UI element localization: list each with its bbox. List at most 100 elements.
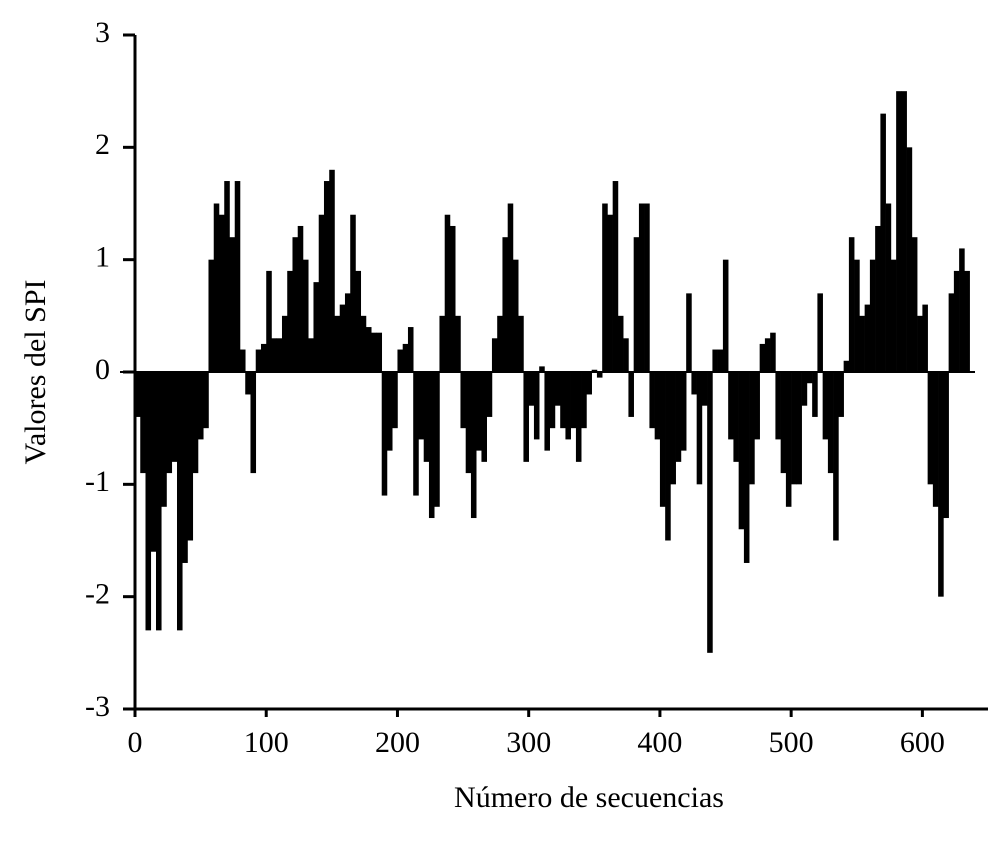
bar [260,343,267,372]
bar [455,315,461,372]
bar [791,372,797,485]
bar [318,214,325,372]
bar [339,304,346,372]
x-tick-label: 100 [244,726,289,759]
bar [675,372,682,462]
bar [901,91,907,373]
bar [512,259,519,372]
bar [785,372,792,507]
bar [733,372,739,462]
bar [728,372,734,440]
bar [491,338,498,372]
bar [943,372,949,519]
bar [476,372,482,451]
bar [953,270,960,372]
bar [822,372,829,440]
bar [239,349,246,372]
bar [428,372,435,519]
bar [796,372,802,485]
y-tick-label: -3 [85,690,110,723]
y-tick-label: 3 [95,16,110,49]
bar [344,293,351,372]
x-axis-label: Número de secuencias [454,781,724,814]
bar [308,338,314,372]
bar [323,181,330,372]
bar [612,181,619,372]
bar [539,366,545,372]
bar [775,372,781,440]
bar [355,270,362,372]
bar [854,259,860,372]
bar [266,270,272,372]
bar [644,203,650,372]
bar [780,372,787,474]
bar [423,372,430,462]
bar [565,372,571,440]
x-tick-label: 600 [900,726,945,759]
bar [465,372,472,474]
bar [848,237,855,372]
bar [959,248,965,372]
bar [596,372,603,378]
bar [176,372,183,631]
bar [218,214,225,372]
bar [880,113,886,372]
bar [623,338,629,372]
bar [906,147,913,372]
bar [665,372,671,541]
bar [712,349,718,372]
bar [418,372,425,440]
bar [434,372,440,507]
bar [817,293,823,372]
bar [281,315,288,372]
bar [833,372,839,541]
bar [486,372,493,417]
bar [764,338,771,372]
bar [638,203,645,372]
bar [717,349,724,372]
bar [518,315,524,372]
bar [397,349,404,372]
bar [869,259,876,372]
bar [449,225,456,372]
bar [224,181,230,372]
bar [245,372,251,395]
bar [801,372,808,406]
bar [806,372,813,384]
bar [213,203,220,372]
bar [145,372,152,631]
bar [843,360,850,372]
bar [197,372,204,440]
x-tick-label: 400 [637,726,682,759]
bar [570,372,577,429]
bar [386,372,393,451]
bar [602,203,608,372]
bar [885,203,892,372]
y-tick-label: -1 [85,465,110,498]
bar [544,372,550,451]
bar [250,372,257,474]
bar [722,259,729,372]
bar [922,304,928,372]
bar [350,214,356,372]
bar [628,372,634,417]
bar [890,259,897,372]
bar [707,372,713,653]
bar [329,169,335,372]
bar [696,372,703,485]
bar [812,372,818,417]
y-tick-label: -2 [85,578,110,611]
bar [738,372,745,530]
bar [507,203,514,372]
bar [229,237,236,372]
bar [502,237,508,372]
bar [560,372,566,429]
bar [607,214,613,372]
bar [287,270,293,372]
bar [864,304,871,372]
bar [376,332,383,372]
y-tick-label: 2 [95,128,110,161]
bar [171,372,178,462]
bar [381,372,388,496]
x-tick-label: 200 [375,726,420,759]
